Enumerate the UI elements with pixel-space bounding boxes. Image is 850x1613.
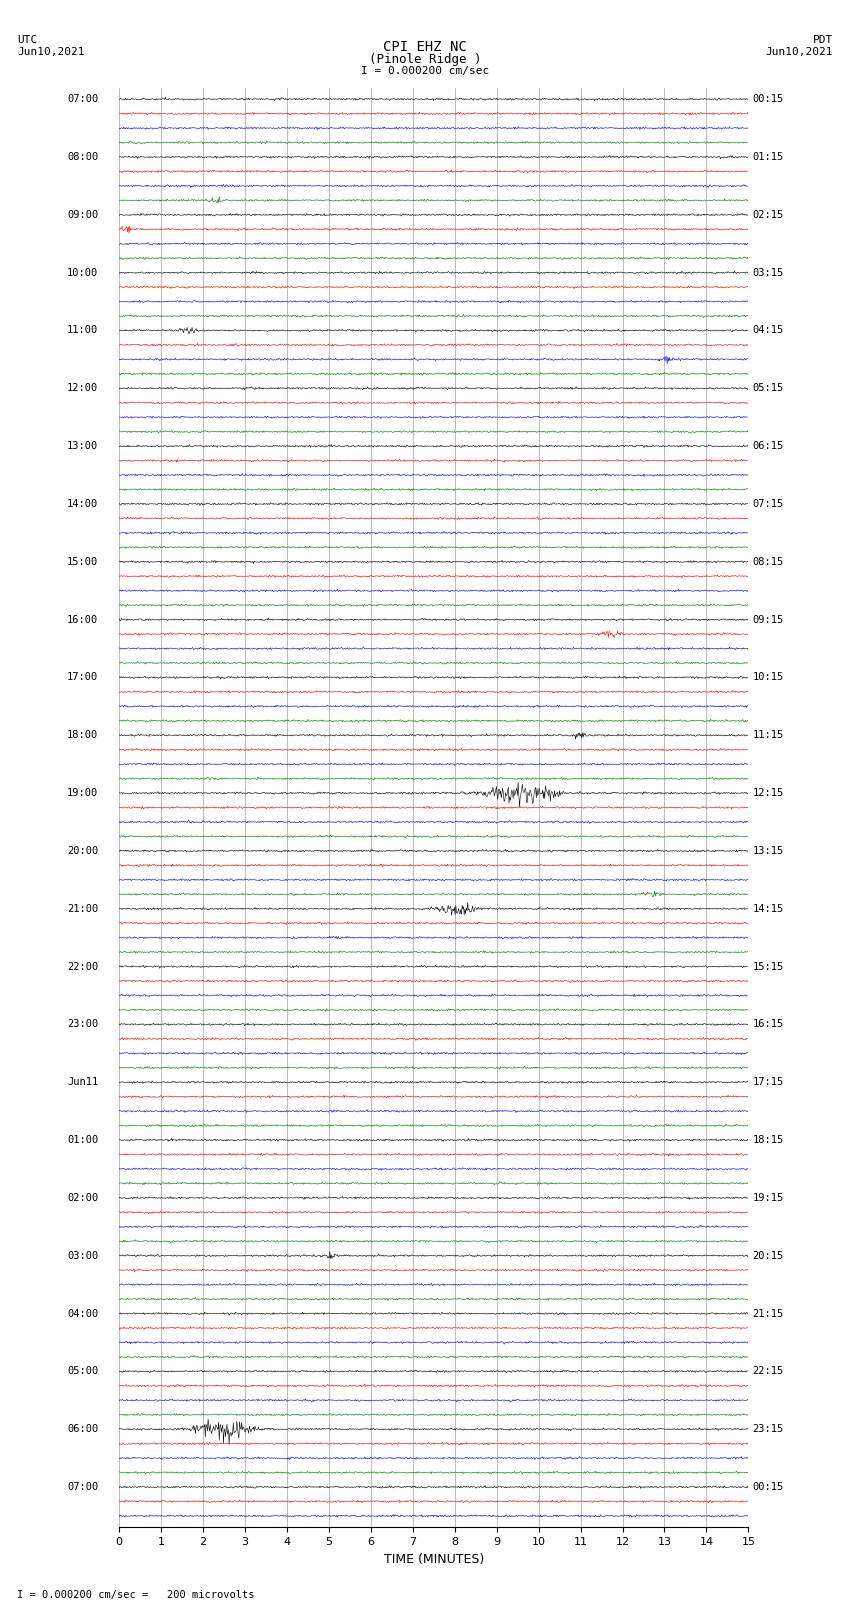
- Text: 21:00: 21:00: [67, 903, 99, 913]
- Text: 18:15: 18:15: [752, 1136, 784, 1145]
- Text: 12:00: 12:00: [67, 384, 99, 394]
- Text: CPI EHZ NC: CPI EHZ NC: [383, 40, 467, 55]
- Text: 22:00: 22:00: [67, 961, 99, 971]
- Text: 23:00: 23:00: [67, 1019, 99, 1029]
- Text: 09:00: 09:00: [67, 210, 99, 219]
- Text: I = 0.000200 cm/sec: I = 0.000200 cm/sec: [361, 66, 489, 76]
- Text: 11:00: 11:00: [67, 326, 99, 336]
- Text: 04:00: 04:00: [67, 1308, 99, 1318]
- Text: 03:00: 03:00: [67, 1250, 99, 1261]
- Text: 06:00: 06:00: [67, 1424, 99, 1434]
- Text: 15:00: 15:00: [67, 556, 99, 566]
- Text: 01:00: 01:00: [67, 1136, 99, 1145]
- Text: 08:15: 08:15: [752, 556, 784, 566]
- Text: 07:00: 07:00: [67, 1482, 99, 1492]
- Text: 08:00: 08:00: [67, 152, 99, 161]
- Text: 13:00: 13:00: [67, 440, 99, 452]
- Text: 20:00: 20:00: [67, 845, 99, 857]
- Text: 14:00: 14:00: [67, 498, 99, 510]
- Text: 23:15: 23:15: [752, 1424, 784, 1434]
- Text: PDT: PDT: [813, 35, 833, 45]
- Text: 19:15: 19:15: [752, 1194, 784, 1203]
- Text: 17:15: 17:15: [752, 1077, 784, 1087]
- Text: Jun10,2021: Jun10,2021: [17, 47, 84, 56]
- Text: I = 0.000200 cm/sec =   200 microvolts: I = 0.000200 cm/sec = 200 microvolts: [17, 1590, 254, 1600]
- Text: 05:00: 05:00: [67, 1366, 99, 1376]
- Text: 19:00: 19:00: [67, 789, 99, 798]
- Text: 05:15: 05:15: [752, 384, 784, 394]
- Text: 18:00: 18:00: [67, 731, 99, 740]
- Text: 14:15: 14:15: [752, 903, 784, 913]
- Text: 09:15: 09:15: [752, 615, 784, 624]
- Text: 01:15: 01:15: [752, 152, 784, 161]
- Text: 16:15: 16:15: [752, 1019, 784, 1029]
- Text: 10:15: 10:15: [752, 673, 784, 682]
- Text: 07:15: 07:15: [752, 498, 784, 510]
- Text: Jun11: Jun11: [67, 1077, 99, 1087]
- Text: 20:15: 20:15: [752, 1250, 784, 1261]
- Text: 21:15: 21:15: [752, 1308, 784, 1318]
- Text: (Pinole Ridge ): (Pinole Ridge ): [369, 53, 481, 66]
- Text: 16:00: 16:00: [67, 615, 99, 624]
- Text: 02:00: 02:00: [67, 1194, 99, 1203]
- Text: 12:15: 12:15: [752, 789, 784, 798]
- Text: 07:00: 07:00: [67, 94, 99, 105]
- Text: 22:15: 22:15: [752, 1366, 784, 1376]
- Text: 11:15: 11:15: [752, 731, 784, 740]
- Text: 17:00: 17:00: [67, 673, 99, 682]
- Text: 06:15: 06:15: [752, 440, 784, 452]
- Text: 00:15: 00:15: [752, 94, 784, 105]
- Text: 00:15: 00:15: [752, 1482, 784, 1492]
- Text: 15:15: 15:15: [752, 961, 784, 971]
- X-axis label: TIME (MINUTES): TIME (MINUTES): [383, 1553, 484, 1566]
- Text: 02:15: 02:15: [752, 210, 784, 219]
- Text: 10:00: 10:00: [67, 268, 99, 277]
- Text: Jun10,2021: Jun10,2021: [766, 47, 833, 56]
- Text: UTC: UTC: [17, 35, 37, 45]
- Text: 04:15: 04:15: [752, 326, 784, 336]
- Text: 03:15: 03:15: [752, 268, 784, 277]
- Text: 13:15: 13:15: [752, 845, 784, 857]
